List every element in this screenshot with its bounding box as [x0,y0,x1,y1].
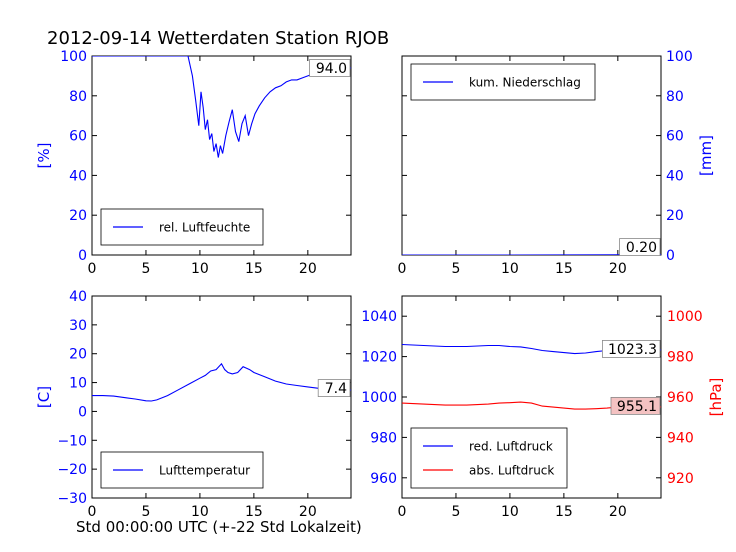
y-tick-label: 20 [69,208,87,224]
x-tick-label: 15 [245,504,263,520]
y-tick-label: 100 [60,49,87,65]
subplot-temperature: 0 5 10 15 20 −30 −20 −10 0 10 20 30 40 [C] Lufttempera… [35,289,352,520]
legend-label: red. Luftdruck [469,440,553,454]
x-axis-label: Std 00:00:00 UTC (+-22 Std Lokalzeit) [76,518,362,536]
x-tick-label: 0 [88,261,97,277]
value-annotation-box [619,238,661,256]
x-tick-label: 15 [245,261,263,277]
x-tick-label: 10 [501,261,519,277]
y-tick-label: 80 [69,89,87,105]
legend-label: abs. Luftdruck [469,464,554,478]
x-tick-label: 15 [555,261,573,277]
x-tick-label: 10 [191,504,209,520]
x-tick-label: 5 [451,504,460,520]
y-tick-label: 40 [69,168,87,184]
y-axis-label: [mm] [697,135,715,176]
x-tick-label: 20 [609,504,627,520]
y2-tick-label: 940 [667,430,694,446]
y-tick-label: 60 [666,129,684,145]
legend-box [100,208,264,246]
y-axis-label: [C] [35,386,53,408]
y-tick-label: 0 [666,248,675,264]
y2-tick-label: 920 [667,471,694,487]
y-tick-label: 20 [69,347,87,363]
value-annotation-absolute: 955.1 [617,399,657,415]
y-tick-label: −20 [57,462,87,478]
value-annotation-box [309,59,351,77]
y-tick-label: 980 [370,430,397,446]
figure-title: 2012-09-14 Wetterdaten Station RJOB [47,28,389,49]
value-annotation: 94.0 [316,61,347,77]
y-tick-label: −30 [57,491,87,507]
value-annotation: 7.4 [325,381,347,397]
y-tick-label: 30 [69,318,87,334]
x-tick-label: 5 [451,261,460,277]
series-line-temperature-0 [92,362,351,402]
legend-box [410,427,568,489]
value-annotation: 0.20 [626,240,657,256]
x-tick-label: 20 [609,261,627,277]
y2-tick-label: 980 [667,350,694,366]
y-tick-label: −10 [57,433,87,449]
y-tick-label: 40 [69,289,87,305]
y2-tick-label: 1000 [667,309,703,325]
value-annotation-absolute-box [610,396,661,415]
y2-axis-label: [hPa] [707,378,725,417]
y-tick-label: 1000 [361,390,397,406]
y-tick-label: 20 [666,208,684,224]
x-tick-label: 15 [555,504,573,520]
y-tick-label: 1020 [361,350,397,366]
value-annotation-box [317,379,351,397]
x-tick-label: 20 [299,504,317,520]
y-tick-label: 960 [370,471,397,487]
x-tick-label: 0 [398,261,407,277]
x-tick-label: 5 [141,261,150,277]
x-tick-label: 10 [501,504,519,520]
x-tick-label: 0 [398,504,407,520]
y-tick-label: 60 [69,129,87,145]
subplot-humidity: 0 5 10 15 20 0 20 40 60 80 100 [%] rel. Luftfeuchte 9… [35,49,352,277]
y-tick-label: 100 [666,49,693,65]
y-tick-label: 0 [78,404,87,420]
value-annotation-reduced: 1023.3 [608,342,657,358]
subplot-precip: 0 5 10 15 20 0 20 40 60 80 100 [mm] kum. Niederschla… [398,49,715,277]
subplot-pressure: 0 5 10 15 20 960 980 1000 1020 1040 920 940 960 980 10… [361,295,725,520]
x-tick-label: 10 [191,261,209,277]
x-tick-label: 5 [141,504,150,520]
y-tick-label: 40 [666,168,684,184]
x-tick-label: 20 [299,261,317,277]
value-annotation-reduced-box [602,340,661,358]
y-tick-label: 10 [69,376,87,392]
legend-label: kum. Niederschlag [469,76,581,90]
y2-tick-label: 960 [667,390,694,406]
y-tick-label: 0 [78,248,87,264]
y-axis-label: [%] [35,143,53,169]
legend-label: rel. Luftfeuchte [159,221,250,235]
y-tick-label: 1040 [361,309,397,325]
legend-label: Lufttemperatur [159,464,250,478]
x-tick-label: 0 [88,504,97,520]
y-tick-label: 80 [666,89,684,105]
